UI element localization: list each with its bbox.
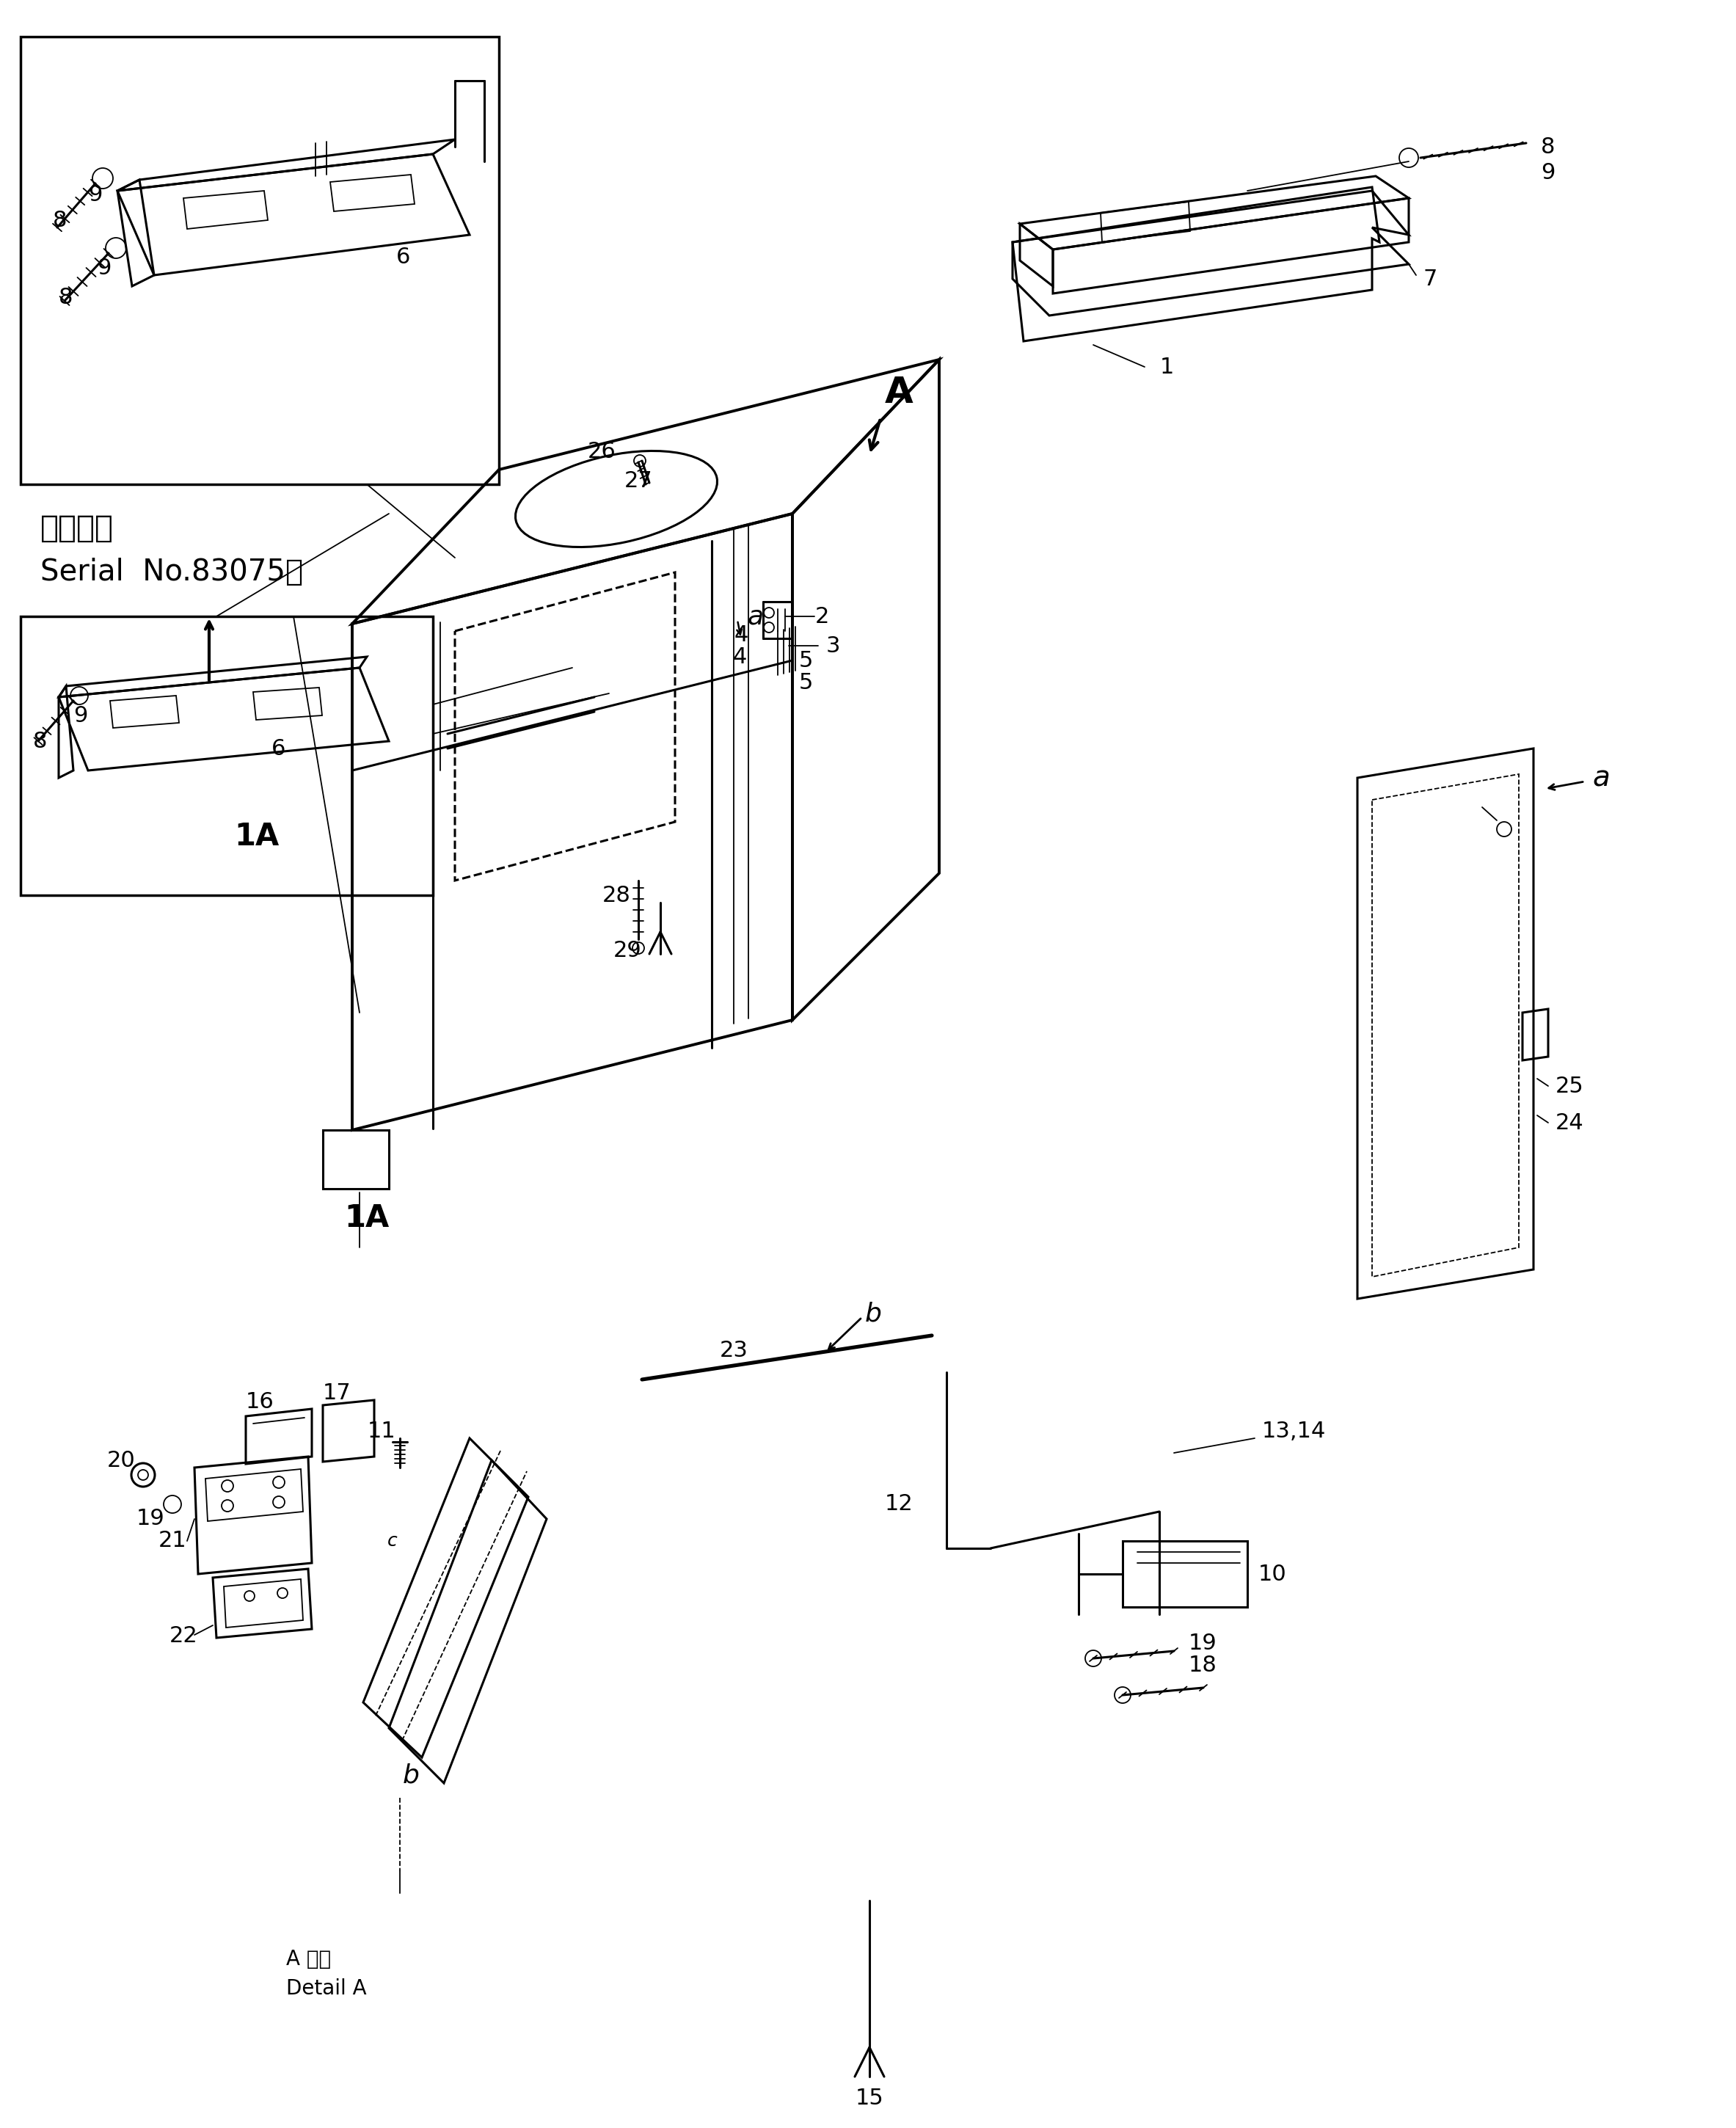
Text: 21: 21	[158, 1530, 187, 1551]
Text: 26: 26	[587, 440, 616, 462]
Polygon shape	[21, 36, 498, 485]
Text: 8: 8	[33, 730, 47, 751]
Text: 18: 18	[1189, 1656, 1217, 1677]
Text: 6: 6	[273, 738, 286, 760]
Text: 23: 23	[719, 1339, 748, 1360]
Text: 8: 8	[59, 287, 73, 309]
Text: A 詳細: A 詳細	[286, 1949, 332, 1971]
Text: c: c	[387, 1532, 398, 1549]
Text: 10: 10	[1259, 1564, 1286, 1585]
Text: 19: 19	[135, 1509, 165, 1530]
Text: 11: 11	[368, 1419, 396, 1441]
Text: 1A: 1A	[234, 821, 279, 851]
Text: 2: 2	[814, 606, 828, 628]
Text: 12: 12	[885, 1494, 913, 1515]
Text: Serial  No.83075～: Serial No.83075～	[40, 558, 304, 587]
Text: 9: 9	[97, 257, 111, 279]
Text: 1: 1	[1160, 355, 1174, 377]
Text: 20: 20	[108, 1449, 135, 1470]
Text: 25: 25	[1555, 1075, 1583, 1096]
Text: 8: 8	[1542, 136, 1555, 157]
Text: 1A: 1A	[344, 1202, 389, 1234]
Text: 28: 28	[602, 885, 630, 907]
Text: 22: 22	[168, 1626, 198, 1647]
Text: a: a	[1592, 764, 1609, 792]
Text: b: b	[403, 1764, 420, 1788]
Text: b: b	[865, 1300, 882, 1326]
Text: 29: 29	[613, 941, 642, 962]
Text: 5: 5	[799, 649, 812, 670]
Text: 19: 19	[1189, 1632, 1217, 1653]
Text: 4: 4	[733, 647, 746, 668]
Polygon shape	[21, 617, 432, 896]
Text: a: a	[748, 604, 764, 630]
Text: 16: 16	[247, 1392, 274, 1413]
Text: 9: 9	[73, 704, 87, 726]
Text: 6: 6	[396, 247, 411, 268]
Text: 適用号機: 適用号機	[40, 513, 115, 545]
Text: 27: 27	[625, 470, 653, 492]
Text: 24: 24	[1555, 1113, 1583, 1134]
Text: 5: 5	[799, 672, 812, 694]
Text: 9: 9	[1542, 162, 1555, 183]
Text: 9: 9	[89, 183, 102, 204]
Text: A: A	[885, 375, 913, 411]
Text: 17: 17	[323, 1381, 351, 1402]
Text: 8: 8	[52, 209, 68, 230]
Text: 3: 3	[826, 634, 840, 655]
Text: 4: 4	[734, 624, 748, 645]
Text: Detail A: Detail A	[286, 1979, 366, 1998]
Text: 15: 15	[856, 2088, 884, 2109]
Text: 7: 7	[1424, 268, 1437, 289]
Text: 13,14: 13,14	[1262, 1419, 1326, 1441]
